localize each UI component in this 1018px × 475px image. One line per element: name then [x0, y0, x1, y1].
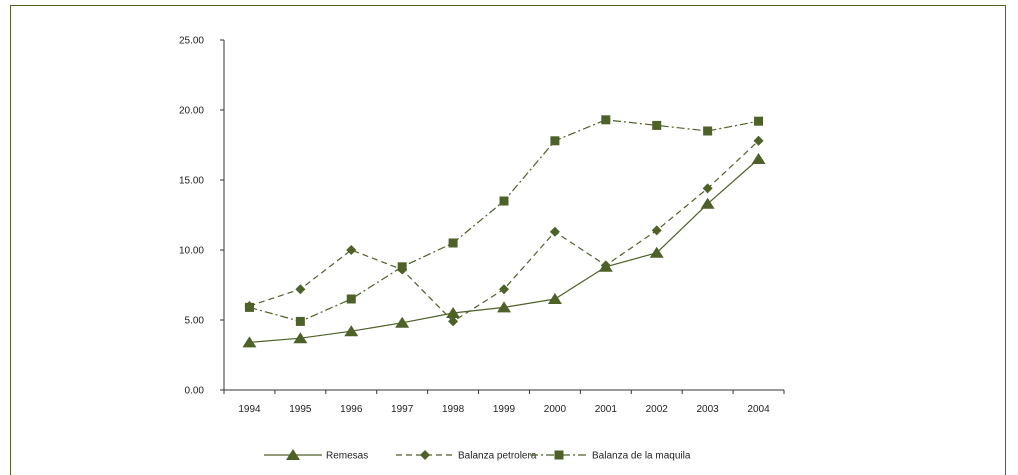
data-point	[397, 262, 407, 272]
data-point	[700, 197, 715, 209]
data-point	[244, 302, 254, 312]
y-tick-label: 25.00	[179, 36, 204, 47]
data-point	[600, 260, 611, 271]
x-tick-label: 1998	[442, 404, 465, 415]
data-point	[754, 116, 764, 126]
y-tick-label: 20.00	[179, 106, 204, 117]
data-point	[702, 183, 713, 194]
legend-label: Balanza de la maquila	[592, 451, 691, 462]
series-1	[244, 135, 764, 327]
y-tick-labels: 0.00 5.00 10.00 15.00 20.00 25.00	[179, 36, 204, 397]
series-line	[249, 140, 759, 323]
chart-axes	[220, 39, 785, 394]
x-tick-label: 1995	[289, 404, 312, 415]
data-point	[395, 316, 410, 328]
data-point	[344, 325, 359, 337]
data-point	[293, 332, 308, 344]
data-point	[448, 316, 459, 327]
data-point	[295, 316, 305, 326]
x-tick-label: 1996	[340, 404, 363, 415]
data-point	[499, 196, 509, 206]
data-point	[446, 307, 461, 318]
x-tick-label: 2003	[697, 404, 720, 415]
data-point	[751, 153, 766, 164]
series-layer	[242, 115, 766, 348]
legend-marker	[286, 449, 300, 460]
x-tick-label: 1994	[238, 404, 261, 415]
data-point	[651, 225, 662, 236]
data-point	[242, 336, 257, 348]
data-point	[601, 115, 611, 125]
x-tick-label: 2004	[747, 404, 770, 415]
data-point	[346, 245, 357, 255]
data-point	[649, 246, 664, 258]
x-tick-label: 1997	[391, 404, 414, 415]
legend-label: Remesas	[326, 451, 368, 462]
data-point	[547, 293, 562, 304]
legend-label: Balanza petrolera	[458, 451, 537, 462]
data-point	[549, 226, 560, 237]
series-line	[249, 158, 759, 343]
data-point	[499, 284, 509, 295]
legend-item: Remesas	[264, 449, 368, 462]
chart-frame	[10, 5, 1006, 475]
y-tick-label: 0.00	[185, 386, 205, 397]
series-2	[244, 115, 764, 326]
data-point	[703, 126, 713, 136]
legend-marker	[554, 450, 564, 460]
legend-item: Balanza petrolera	[396, 450, 537, 462]
series-0	[242, 153, 766, 348]
data-point	[346, 294, 356, 304]
data-point	[448, 238, 458, 248]
data-point	[295, 284, 306, 295]
legend: Remesas Balanza petrolera Balanza de la ma…	[264, 449, 691, 462]
y-tick-label: 10.00	[179, 246, 204, 257]
x-tick-label: 1999	[493, 404, 516, 415]
y-tick-label: 15.00	[179, 176, 204, 187]
legend-marker	[420, 450, 430, 460]
data-point	[497, 301, 511, 313]
x-tick-label: 2002	[646, 404, 669, 415]
legend-item: Balanza de la maquila	[530, 450, 691, 462]
data-point	[753, 135, 764, 146]
x-tick-labels: 1994 1995 1996 1997 1998 1999 2000 2001 2002 2003…	[238, 404, 770, 415]
y-tick-label: 5.00	[185, 316, 205, 327]
data-point	[550, 136, 560, 146]
x-tick-label: 2000	[544, 404, 567, 415]
data-point	[652, 120, 662, 130]
x-tick-label: 2001	[595, 404, 618, 415]
